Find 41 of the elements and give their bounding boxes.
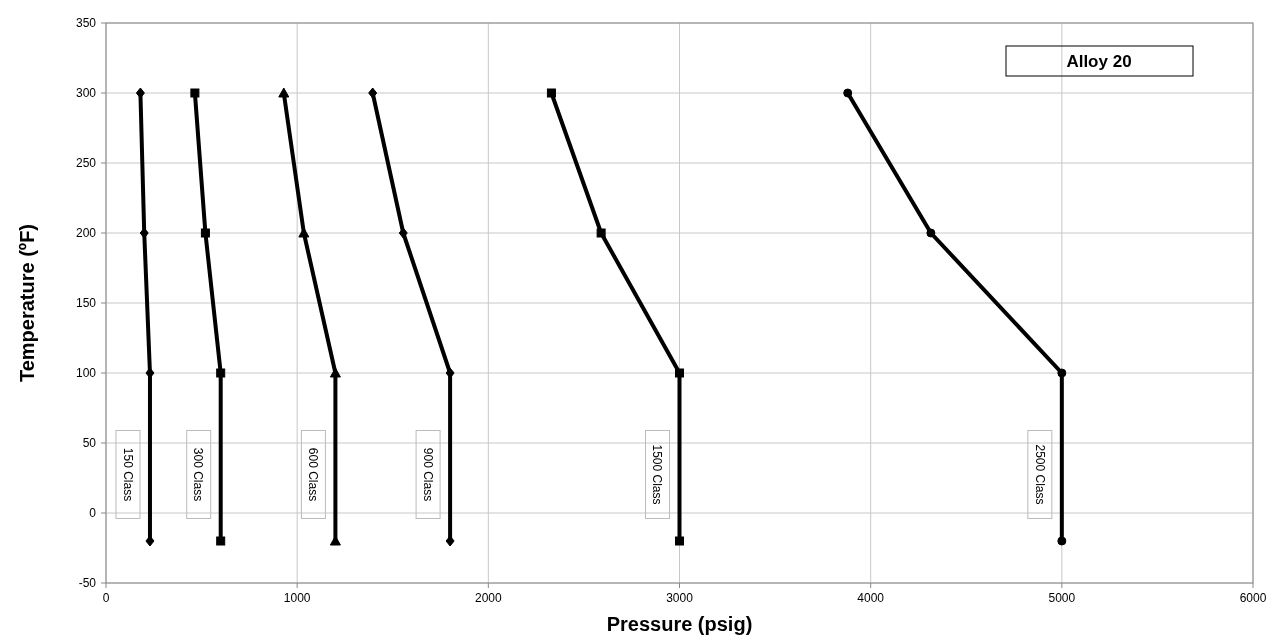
x-axis-title: Pressure (psig) <box>606 613 753 635</box>
point <box>546 88 556 98</box>
point <box>1057 368 1067 378</box>
point <box>1057 536 1067 546</box>
x-tick-label: 1000 <box>283 591 311 605</box>
point <box>200 228 210 238</box>
text: 1500 Class <box>650 444 665 505</box>
point <box>278 87 290 98</box>
text: 150 Class <box>120 447 135 502</box>
point <box>329 367 341 378</box>
point <box>216 368 226 378</box>
y-tick-label: 50 <box>82 436 97 451</box>
y-tick-label: 350 <box>75 16 97 31</box>
y-tick-label: 0 <box>89 506 97 521</box>
text: 300 Class <box>191 447 206 502</box>
point <box>675 368 684 378</box>
text: Alloy 20 <box>1066 51 1132 71</box>
x-tick-label: 3000 <box>666 591 694 605</box>
point <box>843 88 853 98</box>
y-tick-label: 200 <box>75 226 97 241</box>
y-tick-label: 300 <box>75 86 97 101</box>
y-tick-label: -50 <box>78 576 97 591</box>
point <box>398 227 408 239</box>
point <box>368 87 378 99</box>
x-tick-label: 6000 <box>1239 591 1267 605</box>
text: 900 Class <box>420 447 435 502</box>
point <box>596 228 606 238</box>
x-tick-label: 4000 <box>857 591 885 605</box>
x-tick-label: 5000 <box>1048 591 1076 605</box>
y-tick-label: 100 <box>75 366 97 381</box>
point <box>926 228 936 238</box>
text: 600 Class <box>306 447 321 502</box>
x-tick-label: 0 <box>102 591 110 605</box>
y-tick-label: 150 <box>75 296 97 311</box>
point <box>190 88 200 98</box>
text: 2500 Class <box>1032 444 1047 505</box>
point <box>216 536 226 546</box>
y-tick-label: 250 <box>75 156 97 171</box>
point <box>675 536 684 546</box>
x-tick-label: 2000 <box>474 591 502 605</box>
y-axis-title: Temperature (ºF) <box>16 223 38 383</box>
